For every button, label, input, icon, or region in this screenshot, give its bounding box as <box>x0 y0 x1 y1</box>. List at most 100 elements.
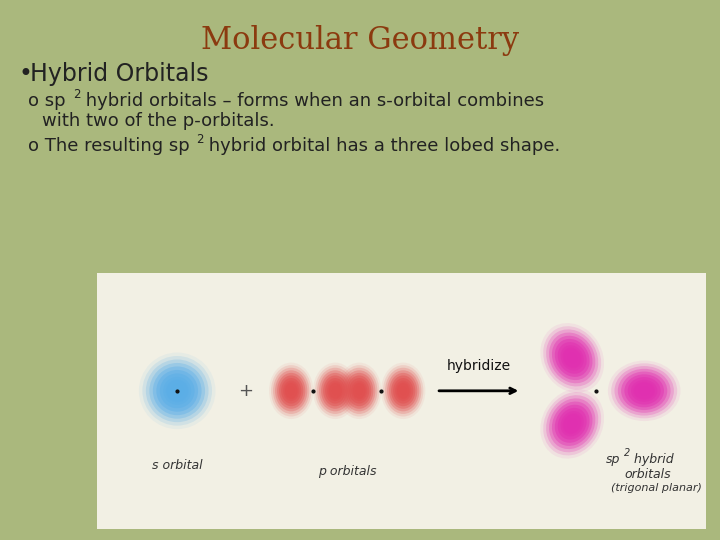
Ellipse shape <box>319 370 351 411</box>
Text: 2: 2 <box>196 133 204 146</box>
Ellipse shape <box>329 383 341 399</box>
Ellipse shape <box>345 373 373 409</box>
Ellipse shape <box>160 373 194 408</box>
Ellipse shape <box>273 368 310 414</box>
Ellipse shape <box>313 362 357 419</box>
Ellipse shape <box>139 353 215 429</box>
Ellipse shape <box>343 370 375 411</box>
Ellipse shape <box>163 377 191 405</box>
Ellipse shape <box>337 362 382 419</box>
Ellipse shape <box>549 333 595 383</box>
Ellipse shape <box>153 367 202 415</box>
Ellipse shape <box>353 383 365 399</box>
Text: 2: 2 <box>73 88 81 101</box>
Ellipse shape <box>618 369 670 413</box>
Ellipse shape <box>540 323 604 393</box>
Ellipse shape <box>146 360 209 422</box>
Ellipse shape <box>275 370 307 411</box>
Ellipse shape <box>552 336 593 380</box>
Ellipse shape <box>564 414 581 433</box>
Ellipse shape <box>289 388 293 393</box>
Text: Hybrid Orbitals: Hybrid Orbitals <box>30 62 209 86</box>
Ellipse shape <box>333 388 337 393</box>
Ellipse shape <box>638 386 651 396</box>
Ellipse shape <box>631 380 657 402</box>
Text: +: + <box>238 382 253 400</box>
Ellipse shape <box>269 362 313 419</box>
Ellipse shape <box>608 361 680 421</box>
Text: orbitals: orbitals <box>624 468 671 481</box>
Text: sp: sp <box>606 453 621 466</box>
Ellipse shape <box>614 366 674 416</box>
Ellipse shape <box>634 382 655 400</box>
Text: 2: 2 <box>624 448 631 458</box>
Ellipse shape <box>558 342 587 374</box>
Ellipse shape <box>167 380 188 401</box>
Ellipse shape <box>325 378 346 404</box>
Ellipse shape <box>387 370 419 411</box>
Ellipse shape <box>395 381 411 401</box>
Ellipse shape <box>347 375 372 406</box>
Ellipse shape <box>174 387 181 394</box>
Ellipse shape <box>564 348 581 367</box>
Text: with two of the p-orbitals.: with two of the p-orbitals. <box>42 112 274 130</box>
Ellipse shape <box>287 386 295 396</box>
Ellipse shape <box>381 362 426 419</box>
Ellipse shape <box>399 386 408 396</box>
Ellipse shape <box>567 417 578 430</box>
Ellipse shape <box>558 408 587 440</box>
Ellipse shape <box>389 373 418 409</box>
Text: hybrid: hybrid <box>630 453 674 466</box>
Ellipse shape <box>611 363 678 418</box>
Ellipse shape <box>339 365 379 416</box>
Text: o sp: o sp <box>28 92 66 110</box>
Ellipse shape <box>166 380 189 402</box>
Ellipse shape <box>331 386 339 396</box>
Ellipse shape <box>283 381 300 401</box>
Ellipse shape <box>567 352 578 365</box>
Ellipse shape <box>156 370 198 411</box>
Bar <box>97 273 706 529</box>
Ellipse shape <box>621 372 667 410</box>
Ellipse shape <box>357 388 361 393</box>
Ellipse shape <box>397 383 409 399</box>
Ellipse shape <box>540 389 604 458</box>
Text: hybrid orbitals – forms when an s-orbital combines: hybrid orbitals – forms when an s-orbita… <box>80 92 544 110</box>
Text: o The resulting sp: o The resulting sp <box>28 137 190 155</box>
Ellipse shape <box>546 329 598 387</box>
Ellipse shape <box>315 365 356 416</box>
Ellipse shape <box>570 355 575 361</box>
Ellipse shape <box>563 348 582 368</box>
Ellipse shape <box>549 399 595 449</box>
Text: p orbitals: p orbitals <box>318 465 377 478</box>
Ellipse shape <box>624 374 664 407</box>
Text: Molecular Geometry: Molecular Geometry <box>201 25 519 56</box>
Ellipse shape <box>543 326 601 390</box>
Ellipse shape <box>641 388 647 394</box>
Ellipse shape <box>563 413 582 434</box>
Ellipse shape <box>143 356 212 426</box>
Ellipse shape <box>341 368 377 414</box>
Ellipse shape <box>355 386 363 396</box>
Ellipse shape <box>277 373 305 409</box>
Ellipse shape <box>323 375 347 406</box>
Ellipse shape <box>349 378 369 404</box>
Text: hybridize: hybridize <box>446 359 510 373</box>
Ellipse shape <box>353 382 366 399</box>
Ellipse shape <box>397 382 410 399</box>
Ellipse shape <box>149 363 205 418</box>
Ellipse shape <box>555 339 590 377</box>
Ellipse shape <box>383 365 423 416</box>
Text: s orbital: s orbital <box>152 459 202 472</box>
Ellipse shape <box>561 411 584 436</box>
Ellipse shape <box>570 421 575 427</box>
Ellipse shape <box>317 368 354 414</box>
Ellipse shape <box>543 392 601 455</box>
Ellipse shape <box>552 402 593 446</box>
Ellipse shape <box>634 382 654 399</box>
Ellipse shape <box>279 375 303 406</box>
Ellipse shape <box>351 381 367 401</box>
Ellipse shape <box>385 368 421 414</box>
Ellipse shape <box>321 373 349 409</box>
Ellipse shape <box>284 382 298 399</box>
